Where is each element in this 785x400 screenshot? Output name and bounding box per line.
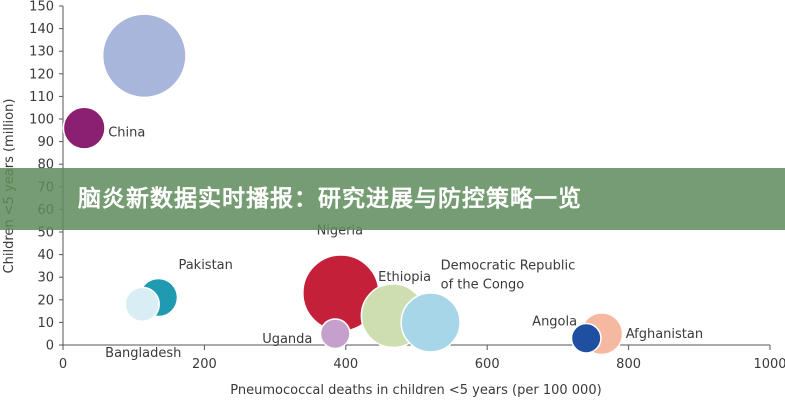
y-tick-label: 40 xyxy=(37,248,54,263)
x-tick-label: 400 xyxy=(333,357,358,372)
bubble-angola xyxy=(570,322,602,354)
bubble-bangladesh xyxy=(124,286,160,323)
x-tick-label: 0 xyxy=(59,357,67,372)
bubble-democratic-republic-of-the-congo xyxy=(400,292,461,353)
x-tick-label: 200 xyxy=(192,357,217,372)
bubble-india xyxy=(101,13,187,99)
y-tick-label: 140 xyxy=(29,22,54,37)
point-label-angola: Angola xyxy=(532,315,577,330)
point-label-ethiopia: Ethiopia xyxy=(378,270,431,285)
bubbles xyxy=(62,13,624,356)
y-tick-label: 0 xyxy=(46,339,54,354)
point-label-india: India xyxy=(172,0,204,1)
y-tick-label: 100 xyxy=(29,113,54,128)
y-tick-label: 90 xyxy=(37,135,54,150)
x-axis-label: Pneumococcal deaths in children <5 years… xyxy=(230,383,601,398)
y-tick-label: 10 xyxy=(37,316,54,331)
bubble-china xyxy=(62,106,106,150)
x-tick-label: 1000 xyxy=(753,357,785,372)
x-ticks: 0 200 400 600 800 1000 xyxy=(59,345,785,372)
bubble-uganda xyxy=(319,318,351,350)
y-tick-label: 150 xyxy=(29,0,54,15)
point-labels: IndiaChinaPakistanBangladeshNigeriaUgand… xyxy=(105,0,703,361)
banner-title: 脑炎新数据实时播报：研究进展与防控策略一览 xyxy=(78,186,582,212)
y-tick-label: 110 xyxy=(29,90,54,105)
headline-banner: 脑炎新数据实时播报：研究进展与防控策略一览 xyxy=(0,168,785,230)
point-label-uganda: Uganda xyxy=(262,332,312,347)
point-label-afghanistan: Afghanistan xyxy=(626,327,703,342)
y-tick-label: 120 xyxy=(29,67,54,82)
x-tick-label: 800 xyxy=(616,357,641,372)
x-tick-label: 600 xyxy=(475,357,500,372)
point-label-democratic-republic-of-the-congo: Democratic Republic of the Congo xyxy=(441,258,576,292)
y-tick-label: 20 xyxy=(37,293,54,308)
point-label-china: China xyxy=(108,126,145,141)
point-label-bangladesh: Bangladesh xyxy=(105,346,181,361)
point-label-pakistan: Pakistan xyxy=(178,258,232,273)
y-tick-label: 30 xyxy=(37,271,54,286)
y-tick-label: 130 xyxy=(29,45,54,60)
